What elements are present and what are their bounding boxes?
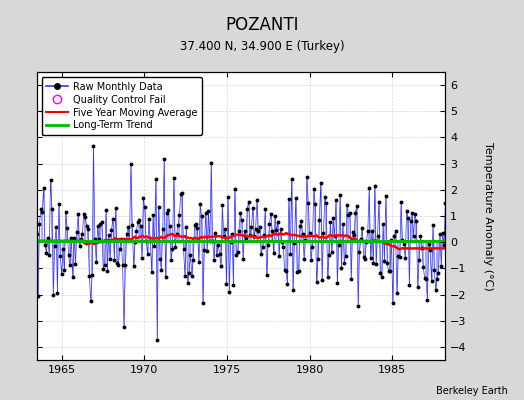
Y-axis label: Temperature Anomaly (°C): Temperature Anomaly (°C) xyxy=(484,142,494,290)
Text: POZANTI: POZANTI xyxy=(225,16,299,34)
Legend: Raw Monthly Data, Quality Control Fail, Five Year Moving Average, Long-Term Tren: Raw Monthly Data, Quality Control Fail, … xyxy=(41,77,202,135)
Text: 37.400 N, 34.900 E (Turkey): 37.400 N, 34.900 E (Turkey) xyxy=(180,40,344,53)
Text: Berkeley Earth: Berkeley Earth xyxy=(436,386,508,396)
